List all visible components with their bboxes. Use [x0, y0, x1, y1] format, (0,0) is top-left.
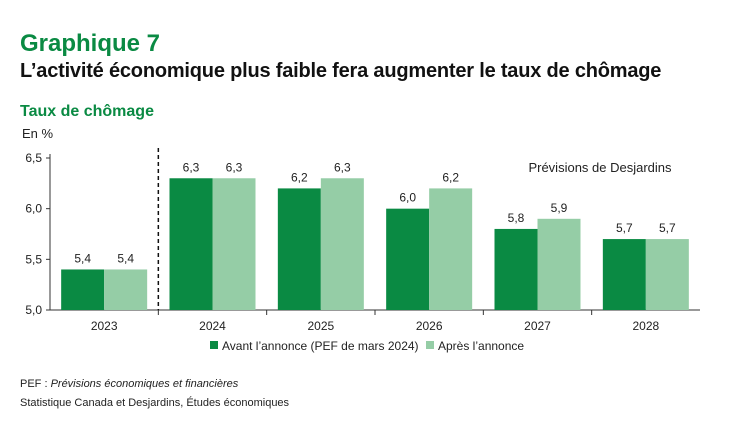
x-tick-label: 2025: [307, 319, 334, 333]
bar-avant-2028: [602, 239, 646, 310]
y-tick-label: 6,0: [25, 202, 42, 216]
legend-layer: Avant l’annonce (PEF de mars 2024) Après …: [210, 339, 524, 353]
bar-apres-2023: [104, 269, 148, 310]
y-tick-label: 5,0: [25, 303, 42, 317]
x-tick-label: 2023: [91, 319, 118, 333]
y-axis-unit-label: En %: [22, 126, 54, 141]
legend-label-avant: Avant l’annonce (PEF de mars 2024): [222, 339, 419, 353]
bar-apres-2025: [320, 178, 364, 310]
x-tick-label: 2028: [632, 319, 659, 333]
legend-swatch-avant: [210, 341, 218, 349]
legend-label-apres: Après l’annonce: [438, 339, 524, 353]
data-label: 5,7: [616, 221, 633, 235]
data-label: 5,4: [117, 251, 134, 265]
data-label: 5,9: [551, 201, 568, 215]
data-label: 6,3: [334, 160, 351, 174]
data-label: 6,0: [399, 191, 416, 205]
data-label: 6,3: [183, 160, 200, 174]
bar-apres-2027: [537, 218, 581, 310]
graph-label: Graphique 7: [20, 30, 161, 57]
bar-apres-2028: [645, 239, 689, 310]
bars-layer: [61, 178, 689, 310]
data-label: 5,7: [659, 221, 676, 235]
y-tick-label: 5,5: [25, 252, 42, 266]
data-label: 6,2: [291, 170, 308, 184]
data-label: 5,8: [508, 211, 525, 225]
labels-layer: 5,4 5,4 6,3 6,3 6,2 6,3 6,0 6,2 5,8 5,9 5,7 5,7 Prév…: [74, 160, 676, 265]
x-tick-label: 2027: [524, 319, 551, 333]
legend-swatch-apres: [426, 341, 434, 349]
footnote-prefix: PEF :: [20, 378, 51, 390]
data-label: 5,4: [74, 251, 91, 265]
bar-avant-2023: [61, 269, 105, 310]
bar-apres-2024: [212, 178, 256, 310]
bar-avant-2025: [277, 188, 321, 310]
data-label: 6,3: [226, 160, 243, 174]
chart-subtitle: Taux de chômage: [20, 103, 154, 120]
bar-apres-2026: [429, 188, 473, 310]
y-tick-label: 6,5: [25, 151, 42, 165]
source-note: Statistique Canada et Desjardins, Études…: [20, 397, 290, 409]
data-label: 6,2: [442, 170, 459, 184]
bar-avant-2024: [169, 178, 213, 310]
chart-main-title: L’activité économique plus faible fera a…: [20, 60, 662, 82]
x-tick-label: 2024: [199, 319, 226, 333]
footnote-pef: PEF : Prévisions économiques et financiè…: [20, 378, 238, 390]
bar-avant-2027: [494, 228, 538, 310]
forecast-annotation: Prévisions de Desjardins: [528, 160, 672, 175]
footnote-text: Prévisions économiques et financières: [50, 378, 239, 390]
bar-avant-2026: [386, 208, 430, 310]
axis-layer: 5,0 5,5 6,0 6,5 2023 2024 2025 2026 2027 2028: [25, 148, 700, 333]
x-tick-label: 2026: [416, 319, 443, 333]
